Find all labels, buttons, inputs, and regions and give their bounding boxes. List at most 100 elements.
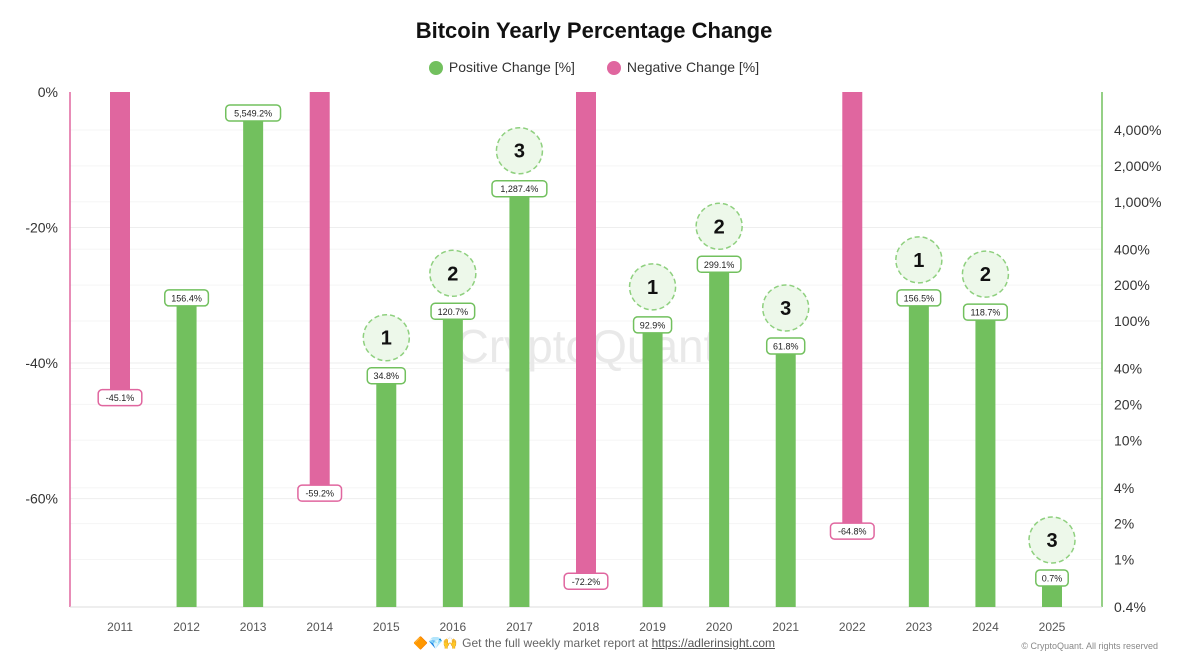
bar-negative[interactable] (110, 92, 130, 398)
data-label: 1,287.4% (500, 184, 538, 194)
cycle-marker-label: 3 (780, 298, 791, 320)
cycle-marker (1028, 516, 1076, 564)
data-label: 156.5% (904, 293, 935, 303)
legend: Positive Change [%] Negative Change [%] (0, 58, 1188, 76)
cycle-marker-label: 2 (447, 263, 458, 285)
data-label: 156.4% (171, 293, 202, 303)
x-tick-label: 2015 (373, 620, 400, 634)
cycle-marker-label: 1 (647, 277, 658, 299)
x-tick-label: 2023 (906, 620, 933, 634)
x-tick-label: 2020 (706, 620, 733, 634)
right-tick-label: 1,000% (1114, 194, 1161, 210)
data-label: 299.1% (704, 260, 735, 270)
x-tick-label: 2025 (1039, 620, 1066, 634)
cycle-marker (628, 263, 677, 311)
right-tick-label: 4% (1114, 480, 1134, 496)
data-label-box (896, 289, 942, 307)
data-label-box (164, 289, 210, 307)
data-label: 120.7% (438, 307, 469, 317)
legend-label-negative: Negative Change [%] (626, 59, 760, 76)
bar-negative[interactable] (309, 92, 330, 494)
x-tick-label: 2021 (772, 620, 799, 634)
cycle-marker-label: 3 (1046, 530, 1057, 552)
cycle-marker-label: 3 (514, 141, 525, 163)
data-label: -45.1% (106, 393, 135, 403)
cycle-marker (362, 313, 411, 362)
right-tick-label: 40% (1114, 361, 1142, 377)
data-label-box (97, 388, 143, 407)
chart-title: Bitcoin Yearly Percentage Change (415, 18, 773, 43)
legend-item-positive[interactable]: Positive Change [%] (428, 59, 575, 76)
data-label: -59.2% (305, 489, 334, 499)
cycle-marker (495, 126, 544, 175)
right-tick-label: 20% (1114, 396, 1142, 412)
bar-positive[interactable] (975, 312, 996, 607)
footer: 🔶💎🙌 Get the full weekly market report at… (0, 636, 1188, 650)
cycle-marker (961, 250, 1010, 298)
right-tick-label: 10% (1114, 432, 1142, 448)
data-label-box (430, 302, 476, 321)
left-tick-label: -60% (25, 491, 58, 507)
legend-label-positive: Positive Change [%] (448, 59, 575, 76)
bar-positive[interactable] (243, 113, 264, 608)
data-label-box (366, 366, 407, 385)
data-label: 34.8% (374, 371, 400, 381)
cycle-marker-label: 2 (714, 216, 725, 238)
data-label-box (1035, 569, 1069, 587)
bar-positive[interactable] (376, 375, 397, 607)
left-tick-label: -20% (25, 220, 58, 236)
bar-positive[interactable] (709, 264, 730, 607)
data-label: 5,549.2% (234, 109, 272, 119)
cycle-marker (695, 202, 743, 251)
data-label: 92.9% (640, 320, 666, 330)
data-label-box (696, 255, 742, 274)
data-label: 118.7% (970, 308, 1000, 318)
cycle-marker (761, 284, 810, 332)
data-label: 61.8% (773, 341, 799, 351)
bar-positive[interactable] (442, 311, 463, 607)
x-tick-label: 2017 (506, 620, 533, 634)
footer-link[interactable]: https://adlerinsight.com (651, 636, 775, 650)
cycle-marker-label: 2 (980, 264, 991, 286)
x-tick-label: 2016 (440, 620, 467, 634)
legend-item-negative[interactable]: Negative Change [%] (606, 59, 760, 76)
x-tick-label: 2013 (240, 620, 267, 634)
bar-positive[interactable] (176, 297, 197, 607)
data-label-box (563, 572, 609, 590)
data-label: 0.7% (1042, 574, 1063, 584)
data-label-box (765, 337, 806, 355)
data-label: -64.8% (838, 527, 867, 537)
right-tick-label: 100% (1114, 313, 1150, 329)
data-label-box (632, 316, 673, 334)
copyright-credit: © CryptoQuant. All rights reserved (1021, 641, 1158, 651)
legend-dot-positive (428, 61, 443, 76)
bar-negative[interactable] (576, 92, 596, 582)
legend-dot-negative (606, 61, 621, 76)
data-label-box (224, 104, 282, 122)
x-tick-label: 2012 (173, 620, 200, 634)
right-tick-label: 4,000% (1114, 122, 1161, 138)
bar-positive[interactable] (642, 324, 663, 607)
right-tick-label: 2% (1114, 516, 1134, 532)
bar-negative[interactable] (842, 92, 863, 532)
data-label-box (962, 303, 1008, 321)
data-label-box (829, 522, 875, 540)
right-tick-label: 2,000% (1114, 158, 1161, 174)
x-tick-label: 2018 (573, 620, 600, 634)
bar-positive[interactable] (509, 188, 530, 607)
cycle-marker (429, 249, 477, 298)
footer-emojis: 🔶💎🙌 (413, 636, 458, 650)
right-tick-label: 200% (1114, 277, 1150, 293)
bar-positive[interactable] (908, 297, 929, 607)
data-label: -72.2% (572, 577, 601, 587)
x-tick-label: 2024 (972, 620, 999, 634)
left-tick-label: 0% (38, 84, 58, 100)
right-tick-label: 1% (1114, 552, 1134, 568)
footer-text: Get the full weekly market report at (462, 636, 652, 650)
bar-positive[interactable] (775, 345, 796, 607)
right-tick-label: 400% (1114, 241, 1150, 257)
cycle-marker-label: 1 (381, 328, 392, 350)
x-tick-label: 2014 (306, 620, 333, 634)
x-tick-label: 2022 (839, 620, 866, 634)
